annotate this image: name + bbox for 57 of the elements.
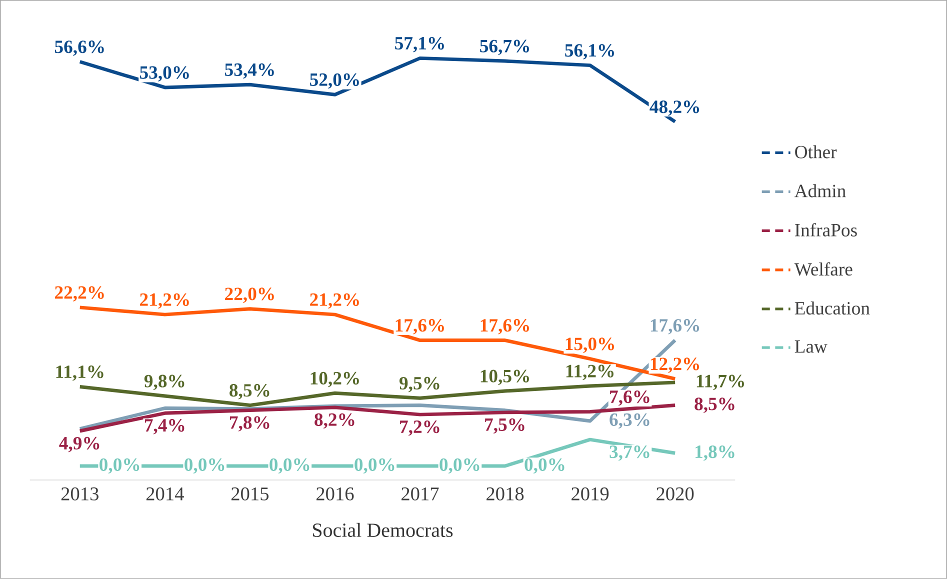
data-label: 0,0% [184, 458, 224, 474]
legend-label: Law [794, 340, 828, 353]
data-label: 11,7% [696, 374, 744, 390]
data-label: 56,7% [480, 40, 529, 56]
x-axis-title: Social Democrats [312, 522, 453, 538]
data-label: 0,0% [354, 458, 394, 474]
x-tick-label: 2014 [146, 487, 184, 500]
data-label: 48,2% [650, 100, 699, 116]
data-label: 4,9% [59, 436, 100, 452]
data-label: 9,5% [399, 376, 440, 392]
data-label: 53,0% [140, 66, 189, 82]
data-label: 17,6% [650, 319, 699, 334]
data-label: 8,5% [230, 384, 270, 400]
data-label: 8,5% [694, 398, 734, 413]
data-label: 57,1% [395, 36, 444, 52]
data-label: 0,0% [440, 458, 480, 474]
data-label: 22,0% [225, 288, 274, 303]
data-label: 8,2% [314, 413, 354, 429]
data-label: 15,0% [566, 338, 614, 353]
x-tick-label: 2013 [61, 487, 98, 500]
data-label: 17,6% [396, 319, 444, 334]
data-label: 1,8% [696, 446, 734, 461]
data-label: 7,2% [400, 420, 440, 436]
data-label: 21,2% [310, 293, 359, 309]
data-label: 7,4% [144, 419, 184, 434]
data-label: 7,6% [610, 390, 650, 406]
data-label: 0,0% [100, 458, 140, 474]
x-tick-label: 2015 [231, 487, 269, 500]
data-label: 10,2% [310, 372, 359, 388]
legend-label: Welfare [794, 262, 852, 276]
data-label: 10,5% [480, 370, 529, 386]
data-label: 53,4% [225, 63, 274, 79]
data-label: 17,6% [480, 319, 529, 334]
data-label: 7,5% [485, 418, 524, 434]
data-label: 21,2% [140, 293, 189, 309]
data-label: 7,8% [230, 416, 270, 432]
data-label: 56,6% [54, 40, 104, 56]
legend-label: Education [794, 301, 870, 315]
data-label: 56,1% [565, 44, 614, 60]
x-tick-label: 2018 [486, 487, 524, 500]
data-label: 0,0% [524, 458, 564, 474]
x-tick-label: 2019 [572, 487, 609, 500]
data-label: 0,0% [270, 458, 310, 474]
legend-label: InfraPos [794, 223, 857, 237]
legend-label: Other [795, 145, 837, 158]
data-label: 12,2% [650, 358, 699, 373]
x-tick-label: 2017 [402, 487, 439, 500]
data-label: 11,2% [566, 364, 614, 380]
data-label: 3,7% [610, 446, 650, 461]
data-label: 52,0% [310, 73, 359, 89]
x-tick-label: 2020 [656, 487, 694, 500]
legend-label: Admin [794, 184, 846, 198]
data-label: 22,2% [54, 286, 104, 302]
data-label: 9,8% [144, 374, 184, 390]
data-label: 11,1% [56, 366, 104, 381]
x-tick-label: 2016 [316, 487, 354, 500]
data-label: 6,3% [610, 413, 650, 429]
